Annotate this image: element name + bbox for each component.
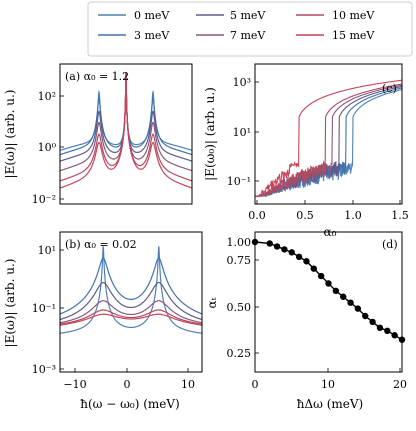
panel-a-yticks: 10⁻² 10⁰ 10² (32, 90, 64, 206)
legend-label-5: 15 meV (332, 29, 375, 42)
panel-c-xtick-label-0: 0.0 (248, 209, 266, 222)
panel-d-xlabel: ħΔω (meV) (297, 397, 364, 411)
panel-c-series-4 (255, 83, 402, 198)
panel-b-ytick-label-2: 10¹ (38, 244, 56, 257)
panel-c-frame (254, 63, 403, 205)
legend-label-4: 10 meV (332, 9, 375, 22)
panel-b-xtick-label-1: 0 (124, 378, 131, 391)
panel-d-xtick-label-0: 0 (252, 378, 259, 391)
panel-c-curves (255, 79, 402, 198)
panel-d-ytick-label-1: 0.50 (227, 301, 252, 314)
panel-d-point-14 (362, 312, 369, 320)
panel-b-frame (59, 231, 203, 373)
panel-b-series-4 (60, 309, 202, 325)
panel-c: (c) 10⁻¹ 10¹ 10³ 0.0 0.5 1.0 1.5 |E(ω₀)|… (203, 63, 409, 239)
panel-b-curves (60, 246, 202, 334)
panel-d: (d) 0.25 0.50 0.75 1.00 0 10 20 αₜ ħΔω (… (205, 231, 407, 411)
panel-d-xtick-label-2: 20 (393, 378, 407, 391)
panel-b-ytick-label-0: 10⁻³ (32, 363, 56, 376)
panel-b-yticks: 10⁻³ 10⁻¹ 10¹ (32, 244, 64, 376)
panel-b-ytick-label-1: 10⁻¹ (32, 302, 56, 315)
legend-label-2: 5 meV (230, 9, 266, 22)
panel-a-ytick-label-0: 10⁻² (32, 193, 56, 206)
panel-d-point-2 (273, 243, 281, 250)
panel-c-xtick-label-2: 1.0 (344, 209, 362, 222)
panel-d-point-7 (310, 265, 317, 272)
panel-b: (b) α₀ = 0.02 10⁻³ 10⁻¹ 10¹ −10 0 10 |E(… (3, 231, 203, 411)
panel-d-point-6 (303, 258, 310, 265)
panel-d-point-16 (376, 324, 384, 332)
panel-d-point-11 (340, 293, 347, 300)
panel-a-ytick-label-2: 10² (38, 90, 56, 103)
panel-d-curves (251, 238, 406, 343)
panel-d-ytick-label-3: 1.00 (227, 236, 252, 249)
panel-d-ytick-label-2: 0.75 (227, 254, 252, 267)
panel-c-ytick-label-0: 10⁻¹ (227, 175, 251, 188)
panel-c-series-5 (255, 79, 402, 198)
panel-c-xticks: 0.0 0.5 1.0 1.5 (248, 200, 409, 222)
legend-label-1: 3 meV (134, 29, 170, 42)
panel-b-series-2 (60, 281, 202, 321)
panel-b-xlabel: ħ(ω − ω₀) (meV) (80, 397, 179, 411)
legend-label-0: 0 meV (134, 9, 170, 22)
panel-d-point-12 (347, 299, 354, 306)
legend: 0 meV 3 meV 5 meV 7 meV 10 meV 15 meV (87, 1, 413, 57)
panel-b-series-5 (60, 313, 202, 326)
panel-d-point-4 (288, 249, 295, 256)
panel-b-series-0 (60, 246, 202, 334)
panel-a-series-5 (60, 72, 192, 189)
panel-a-annotation: (a) α₀ = 1.2 (65, 70, 129, 83)
panel-d-yticks: 0.25 0.50 0.75 1.00 (227, 236, 259, 360)
panel-a-curves (60, 72, 192, 189)
panel-d-frame (254, 231, 403, 373)
panel-a-frame (59, 63, 193, 205)
panel-d-point-15 (369, 318, 376, 326)
panel-a-ylabel: |E(ω)| (arb. u.) (3, 90, 17, 179)
panel-b-series-3 (60, 300, 202, 324)
panel-a-ytick-label-1: 10⁰ (38, 141, 57, 154)
panel-d-point-9 (325, 280, 332, 287)
panel-b-series-1 (60, 257, 202, 315)
legend-label-3: 7 meV (230, 29, 266, 42)
panel-d-xticks: 0 10 20 (252, 368, 407, 391)
panel-d-point-3 (281, 246, 288, 253)
panel-d-point-18 (391, 332, 398, 339)
panel-c-yticks: 10⁻¹ 10¹ 10³ (227, 76, 259, 188)
panel-d-point-5 (295, 253, 303, 260)
panel-b-annotation: (b) α₀ = 0.02 (65, 238, 137, 251)
panel-c-xtick-label-3: 1.5 (391, 209, 409, 222)
panel-b-xticks: −10 0 10 (63, 368, 195, 391)
panel-d-point-17 (384, 327, 391, 334)
panel-d-point-10 (332, 287, 340, 295)
panel-b-xtick-label-0: −10 (63, 378, 86, 391)
panel-c-ytick-label-2: 10³ (233, 76, 251, 89)
panel-b-ylabel: |E(ω)| (arb. u.) (3, 259, 17, 348)
panel-c-ytick-label-1: 10¹ (233, 126, 251, 139)
panel-d-annotation: (d) (382, 238, 398, 251)
panel-b-xtick-label-2: 10 (181, 378, 195, 391)
panel-d-ylabel: αₜ (205, 297, 219, 308)
panel-d-point-1 (266, 240, 273, 247)
legend-frame (87, 1, 413, 57)
panel-d-xtick-label-1: 10 (321, 378, 335, 391)
panel-c-ylabel: |E(ω₀)| (arb. u.) (203, 87, 217, 181)
panel-d-point-8 (317, 272, 325, 280)
panel-d-point-13 (354, 305, 362, 312)
panel-c-annotation: (c) (382, 82, 397, 95)
panel-a: (a) α₀ = 1.2 10⁻² 10⁰ 10² |E(ω)| (arb. u… (3, 63, 193, 206)
panel-c-xtick-label-1: 0.5 (296, 209, 314, 222)
panel-d-ytick-label-0: 0.25 (227, 347, 252, 360)
